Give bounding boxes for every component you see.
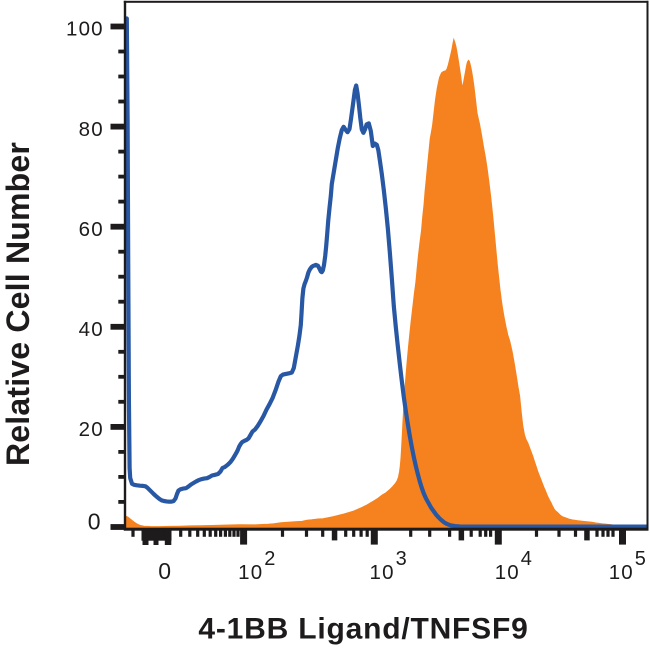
svg-text:10: 10 [238, 561, 263, 584]
svg-text:4: 4 [521, 548, 532, 570]
svg-text:60: 60 [79, 218, 104, 241]
svg-text:2: 2 [264, 548, 275, 570]
svg-text:0: 0 [88, 509, 101, 535]
svg-text:10: 10 [370, 561, 395, 584]
svg-text:4-1BB Ligand/TNFSF9: 4-1BB Ligand/TNFSF9 [198, 613, 528, 646]
svg-text:Relative Cell Number: Relative Cell Number [0, 142, 36, 466]
svg-text:5: 5 [635, 548, 646, 570]
svg-text:3: 3 [396, 548, 407, 570]
svg-text:40: 40 [79, 318, 104, 341]
svg-text:100: 100 [66, 18, 104, 41]
svg-text:20: 20 [79, 418, 104, 441]
svg-text:0: 0 [158, 558, 171, 584]
svg-text:80: 80 [79, 118, 104, 141]
svg-text:10: 10 [495, 561, 520, 584]
svg-text:10: 10 [609, 561, 634, 584]
